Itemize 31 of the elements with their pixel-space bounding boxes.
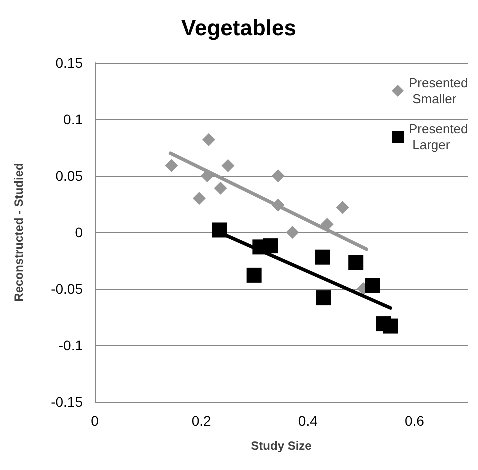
point (365, 278, 380, 294)
y-tick-label: 0.15 (56, 55, 84, 71)
y-tick-label: -0.1 (58, 338, 84, 354)
y-tick-label: -0.05 (51, 281, 84, 297)
y-tick-label: 0 (75, 224, 84, 240)
point (165, 159, 178, 172)
x-tick-label: 0.4 (298, 413, 318, 429)
legend-label: Presented Smaller (409, 76, 468, 106)
point (192, 192, 206, 206)
point (348, 256, 364, 271)
x-tick-label: 0.2 (192, 413, 212, 429)
legend-label: Presented Larger (409, 122, 468, 152)
point (214, 182, 228, 195)
point (222, 159, 235, 172)
point (315, 250, 330, 265)
point (202, 133, 216, 146)
point (316, 290, 332, 306)
point (263, 238, 278, 254)
point (272, 170, 285, 182)
point (246, 268, 262, 283)
x-tick-label: 0.6 (404, 413, 425, 429)
y-tick-label: 0.1 (64, 112, 84, 128)
y-tick-label: -0.15 (51, 394, 84, 410)
point (336, 201, 350, 214)
y-tick-label: 0.05 (56, 168, 84, 184)
x-axis-title: Study Size (251, 439, 312, 453)
chart-title: Vegetables (182, 16, 296, 40)
y-axis-title: Reconstructed - Studied (12, 163, 26, 302)
x-tick-label: 0 (91, 413, 100, 429)
point (286, 226, 300, 239)
point (383, 318, 398, 334)
